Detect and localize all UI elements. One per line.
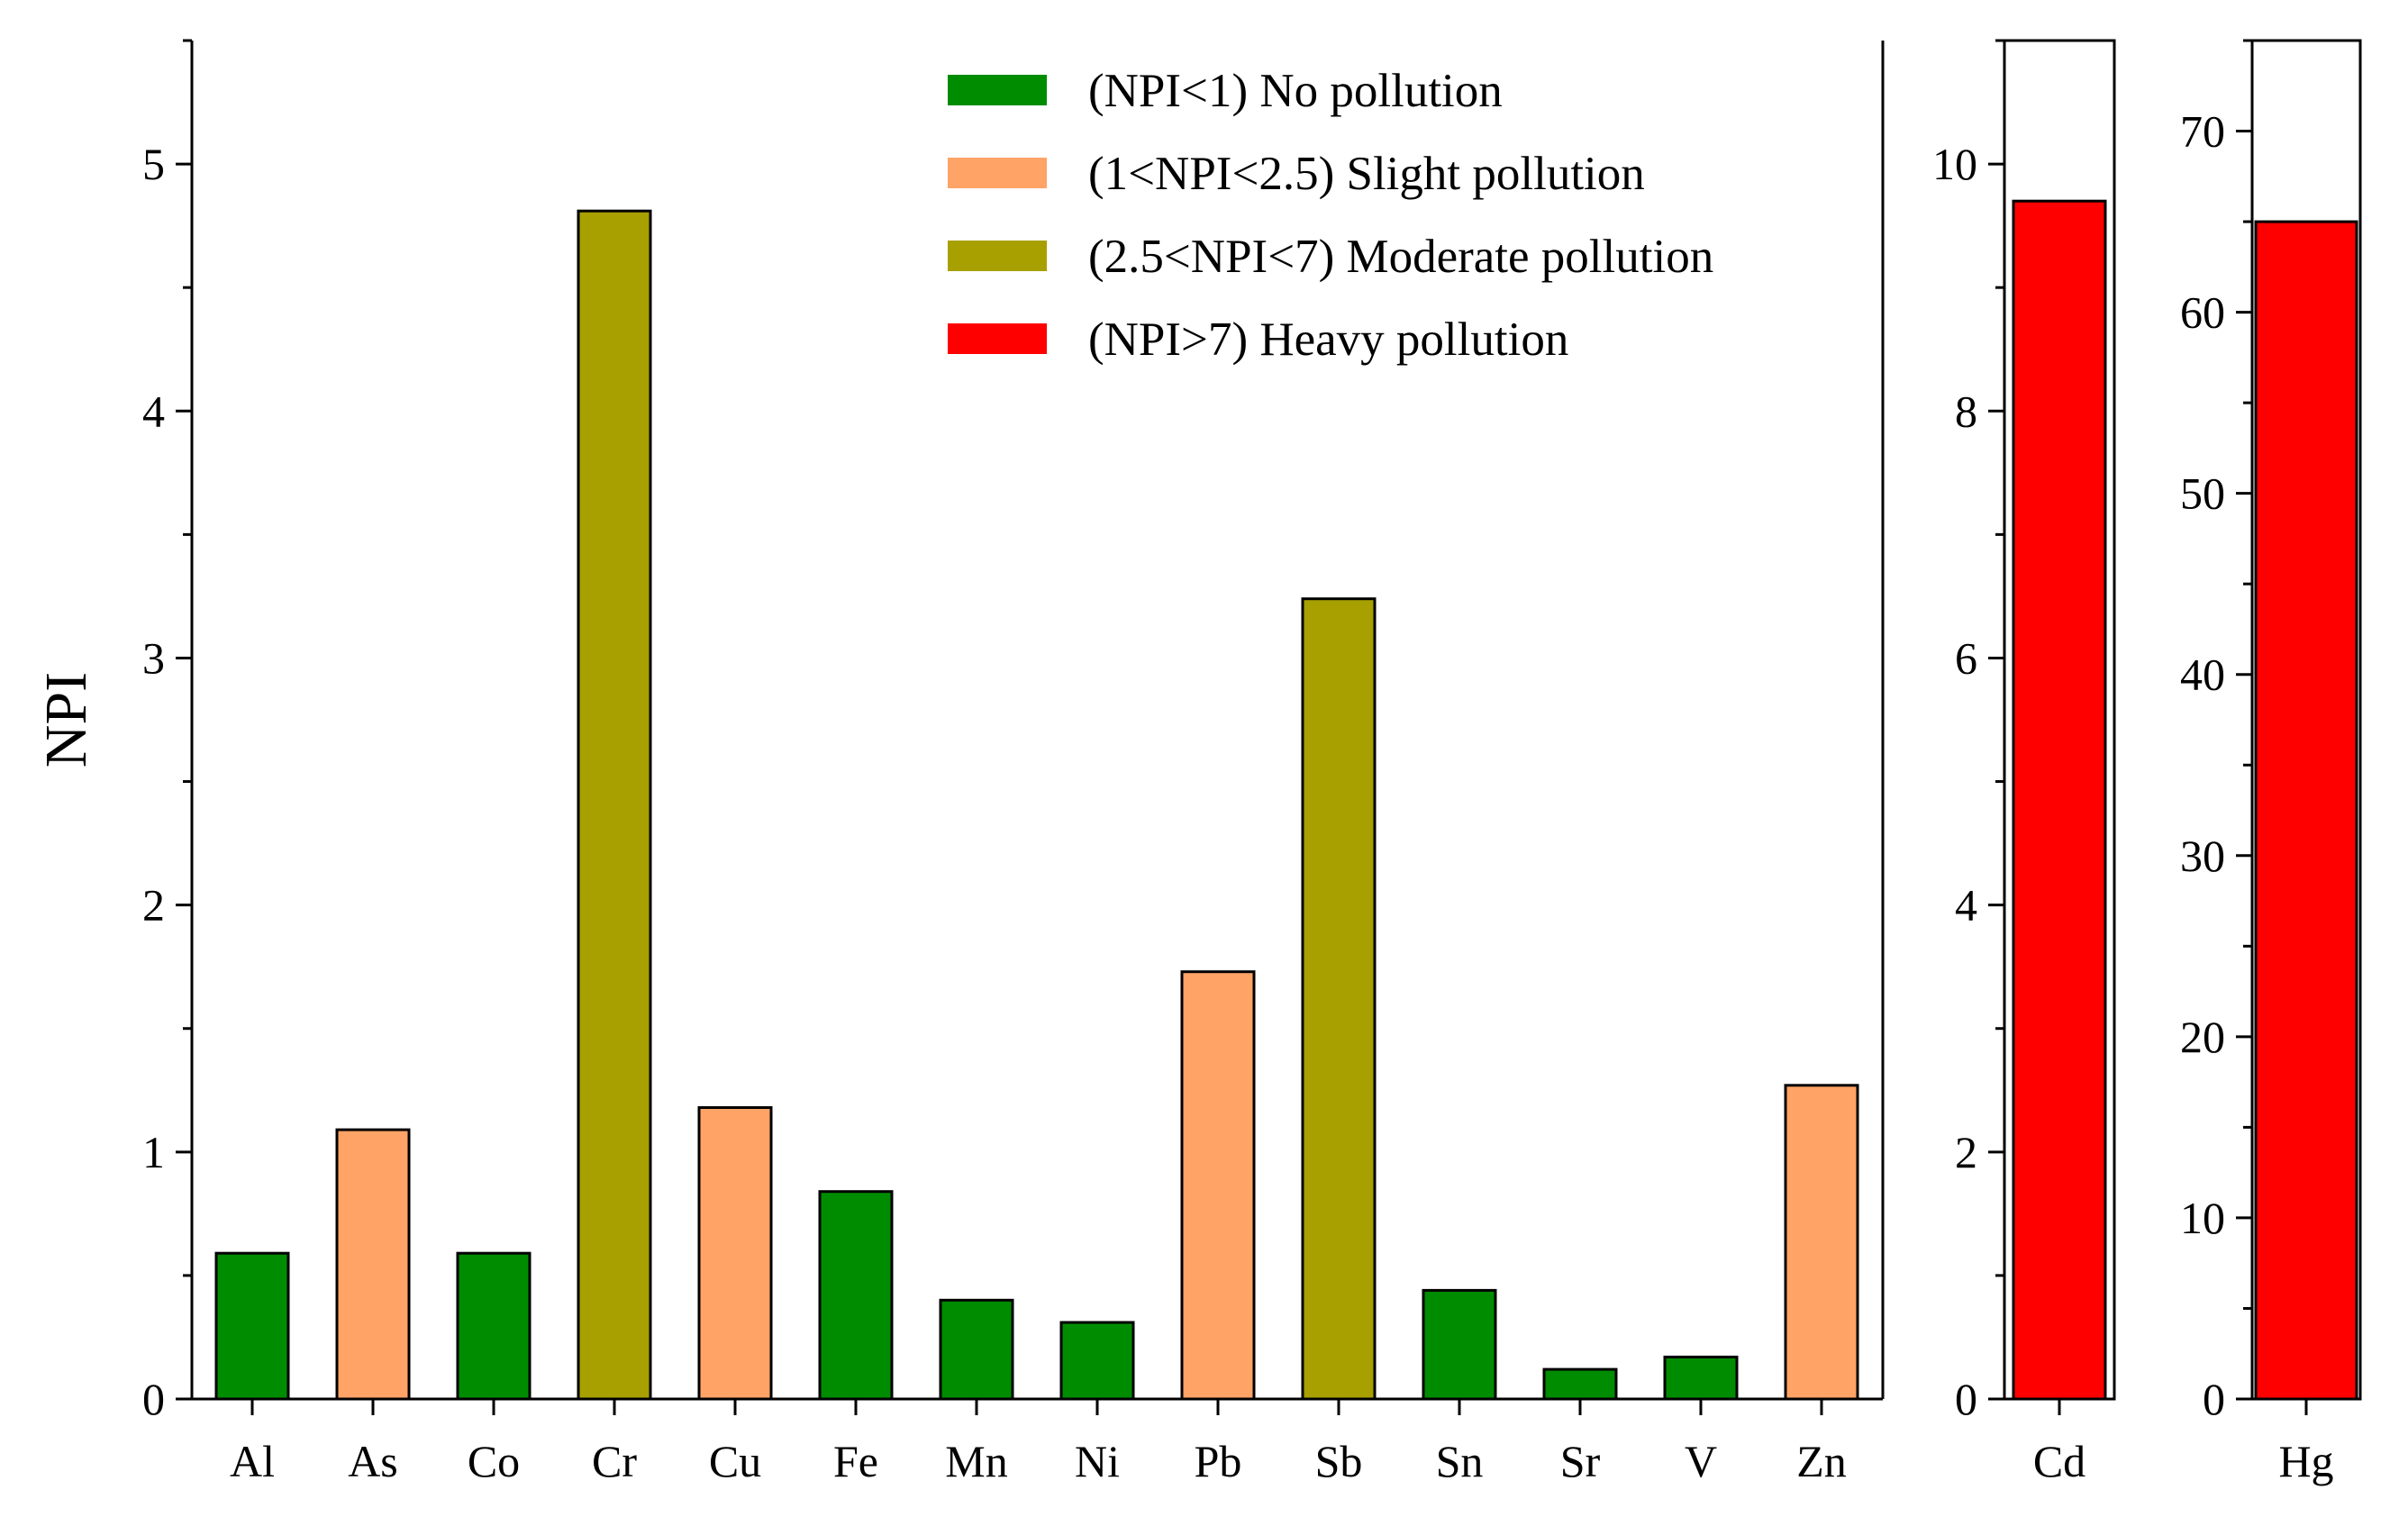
y-tick-label: 4 xyxy=(142,386,165,436)
x-tick-label-cu: Cu xyxy=(709,1436,761,1486)
y-tick-label: 10 xyxy=(2180,1193,2225,1243)
legend-label-slight: (1<NPI<2.5) Slight pollution xyxy=(1088,148,1645,200)
x-tick-label-cd: Cd xyxy=(2033,1436,2085,1486)
x-tick-label-cr: Cr xyxy=(592,1436,637,1486)
y-tick-label: 8 xyxy=(1955,386,1977,436)
x-tick-label-al: Al xyxy=(230,1436,275,1486)
bar-cu xyxy=(697,1106,773,1401)
y-axis-title: NPI xyxy=(33,672,99,768)
legend-swatch-moderate xyxy=(948,241,1047,271)
y-tick-label: 5 xyxy=(142,139,165,189)
y-tick-label: 6 xyxy=(1955,632,1977,683)
y-tick-label: 1 xyxy=(142,1127,165,1177)
y-tick-label: 40 xyxy=(2180,649,2225,700)
legend-swatch-heavy xyxy=(948,323,1047,354)
legend-label-heavy: (NPI>7) Heavy pollution xyxy=(1088,313,1568,366)
bar-cr xyxy=(577,209,652,1401)
legend-label-moderate: (2.5<NPI<7) Moderate pollution xyxy=(1088,231,1713,283)
bar-pb xyxy=(1180,970,1256,1401)
y-tick-label: 20 xyxy=(2180,1012,2225,1062)
y-tick-label: 50 xyxy=(2180,468,2225,519)
legend-swatch-none xyxy=(948,75,1047,105)
bar-hg xyxy=(2254,220,2358,1401)
y-tick-label: 0 xyxy=(2203,1374,2225,1424)
x-tick-label-fe: Fe xyxy=(833,1436,878,1486)
x-tick-label-sr: Sr xyxy=(1560,1436,1601,1486)
main-panel: 0 1 2 3 4 5 Al As Co Cr Cu Fe Mn Ni Pb Sb Sn Sr V Zn NPI xyxy=(33,39,1885,1486)
bar-v xyxy=(1663,1355,1739,1401)
bar-zn xyxy=(1784,1084,1859,1401)
x-tick-label-hg: Hg xyxy=(2278,1436,2333,1486)
x-tick-label-mn: Mn xyxy=(945,1436,1007,1486)
x-tick-label-v: V xyxy=(1685,1436,1717,1486)
x-tick-label-sn: Sn xyxy=(1436,1436,1484,1486)
bar-sn xyxy=(1422,1288,1497,1401)
x-tick-label-ni: Ni xyxy=(1075,1436,1120,1486)
y-tick-label: 10 xyxy=(1932,139,1977,189)
x-tick-label-zn: Zn xyxy=(1796,1436,1847,1486)
x-tick-label-as: As xyxy=(348,1436,398,1486)
bar-sr xyxy=(1542,1367,1618,1401)
y-tick-label: 0 xyxy=(142,1374,165,1424)
hg-panel: 0 10 20 30 40 50 60 70 Hg xyxy=(2180,39,2362,1486)
cd-panel: 0 2 4 6 8 10 Cd xyxy=(1932,39,2116,1486)
bar-al xyxy=(214,1251,290,1401)
x-tick-label-co: Co xyxy=(468,1436,520,1486)
bar-mn xyxy=(939,1298,1014,1401)
y-tick-label: 3 xyxy=(142,632,165,683)
x-tick-label-pb: Pb xyxy=(1195,1436,1242,1486)
y-tick-label: 2 xyxy=(1955,1127,1977,1177)
bar-fe xyxy=(818,1190,894,1401)
y-tick-label: 70 xyxy=(2180,106,2225,157)
bar-cd xyxy=(2012,199,2107,1401)
y-tick-label: 2 xyxy=(142,880,165,931)
bar-co xyxy=(456,1251,532,1401)
y-tick-label: 30 xyxy=(2180,831,2225,881)
x-tick-label-sb: Sb xyxy=(1315,1436,1363,1486)
y-tick-label: 60 xyxy=(2180,287,2225,338)
bar-as xyxy=(335,1128,411,1401)
legend: (NPI<1) No pollution (1<NPI<2.5) Slight p… xyxy=(948,65,1713,366)
bar-ni xyxy=(1059,1321,1135,1401)
bar-sb xyxy=(1301,597,1377,1401)
legend-label-none: (NPI<1) No pollution xyxy=(1088,65,1503,117)
y-tick-label: 4 xyxy=(1955,880,1977,931)
legend-swatch-slight xyxy=(948,158,1047,188)
y-tick-label: 0 xyxy=(1955,1374,1977,1424)
